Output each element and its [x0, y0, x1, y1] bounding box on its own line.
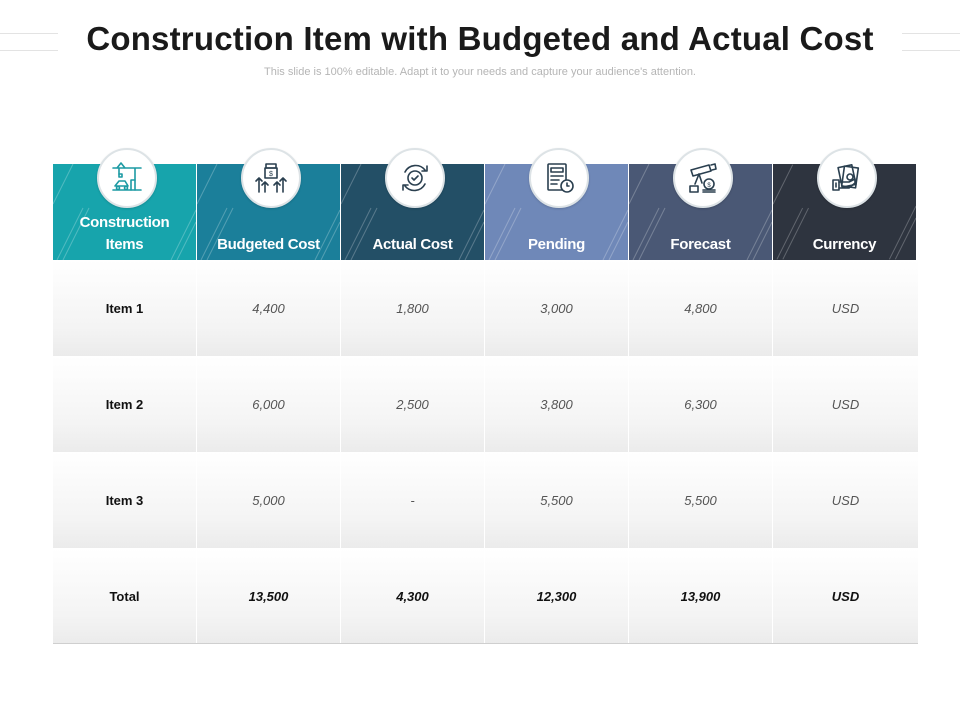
header-label: Currency [812, 236, 877, 253]
total-label-cell: Total [53, 548, 196, 644]
growth-arrows-icon: $ [241, 148, 301, 208]
item-cell: Item 3 [53, 452, 196, 548]
page-subtitle: This slide is 100% editable. Adapt it to… [264, 66, 696, 78]
title-decor-left [0, 33, 58, 51]
header-label: Construction [79, 214, 170, 231]
total-actual-cell: 4,300 [341, 548, 484, 644]
total-currency-cell: USD [773, 548, 918, 644]
money-hand-icon [817, 148, 877, 208]
header-label-line2: Items [105, 236, 144, 253]
budgeted-cell: 6,000 [197, 356, 340, 452]
item-cell: Item 2 [53, 356, 196, 452]
document-clock-icon [529, 148, 589, 208]
table-row: Item 2 6,000 2,500 3,800 6,300 USD [53, 356, 918, 452]
budgeted-cell: 4,400 [197, 260, 340, 356]
pending-cell: 3,000 [485, 260, 628, 356]
header-label: Forecast [670, 236, 731, 253]
currency-cell: USD [773, 356, 918, 452]
pending-cell: 3,800 [485, 356, 628, 452]
forecast-cell: 5,500 [629, 452, 772, 548]
item-cell: Item 1 [53, 260, 196, 356]
svg-text:$: $ [707, 183, 711, 189]
total-row: Total 13,500 4,300 12,300 13,900 USD [53, 548, 918, 644]
actual-cell: 2,500 [341, 356, 484, 452]
currency-cell: USD [773, 260, 918, 356]
cost-table: Construction Items Budgeted Cost Actual C… [53, 164, 918, 644]
page-title: Construction Item with Budgeted and Actu… [86, 20, 874, 57]
total-budgeted-cell: 13,500 [197, 548, 340, 644]
header-label: Actual Cost [372, 236, 453, 253]
total-forecast-cell: 13,900 [629, 548, 772, 644]
table-row: Item 3 5,000 - 5,500 5,500 USD [53, 452, 918, 548]
pending-cell: 5,500 [485, 452, 628, 548]
header-row: Construction Items Budgeted Cost Actual C… [53, 164, 918, 260]
table-bottom-border [53, 643, 918, 644]
telescope-coins-icon: $ [673, 148, 733, 208]
forecast-cell: 4,800 [629, 260, 772, 356]
forecast-cell: 6,300 [629, 356, 772, 452]
header-label: Pending [527, 236, 586, 253]
svg-text:$: $ [269, 171, 273, 178]
total-pending-cell: 12,300 [485, 548, 628, 644]
title-decor-right [902, 33, 960, 51]
actual-cell: 1,800 [341, 260, 484, 356]
circular-check-icon [385, 148, 445, 208]
header-label: Budgeted Cost [217, 236, 320, 253]
currency-cell: USD [773, 452, 918, 548]
actual-cell: - [341, 452, 484, 548]
construction-crane-icon [97, 148, 157, 208]
table-row: Item 1 4,400 1,800 3,000 4,800 USD [53, 260, 918, 356]
budgeted-cell: 5,000 [197, 452, 340, 548]
